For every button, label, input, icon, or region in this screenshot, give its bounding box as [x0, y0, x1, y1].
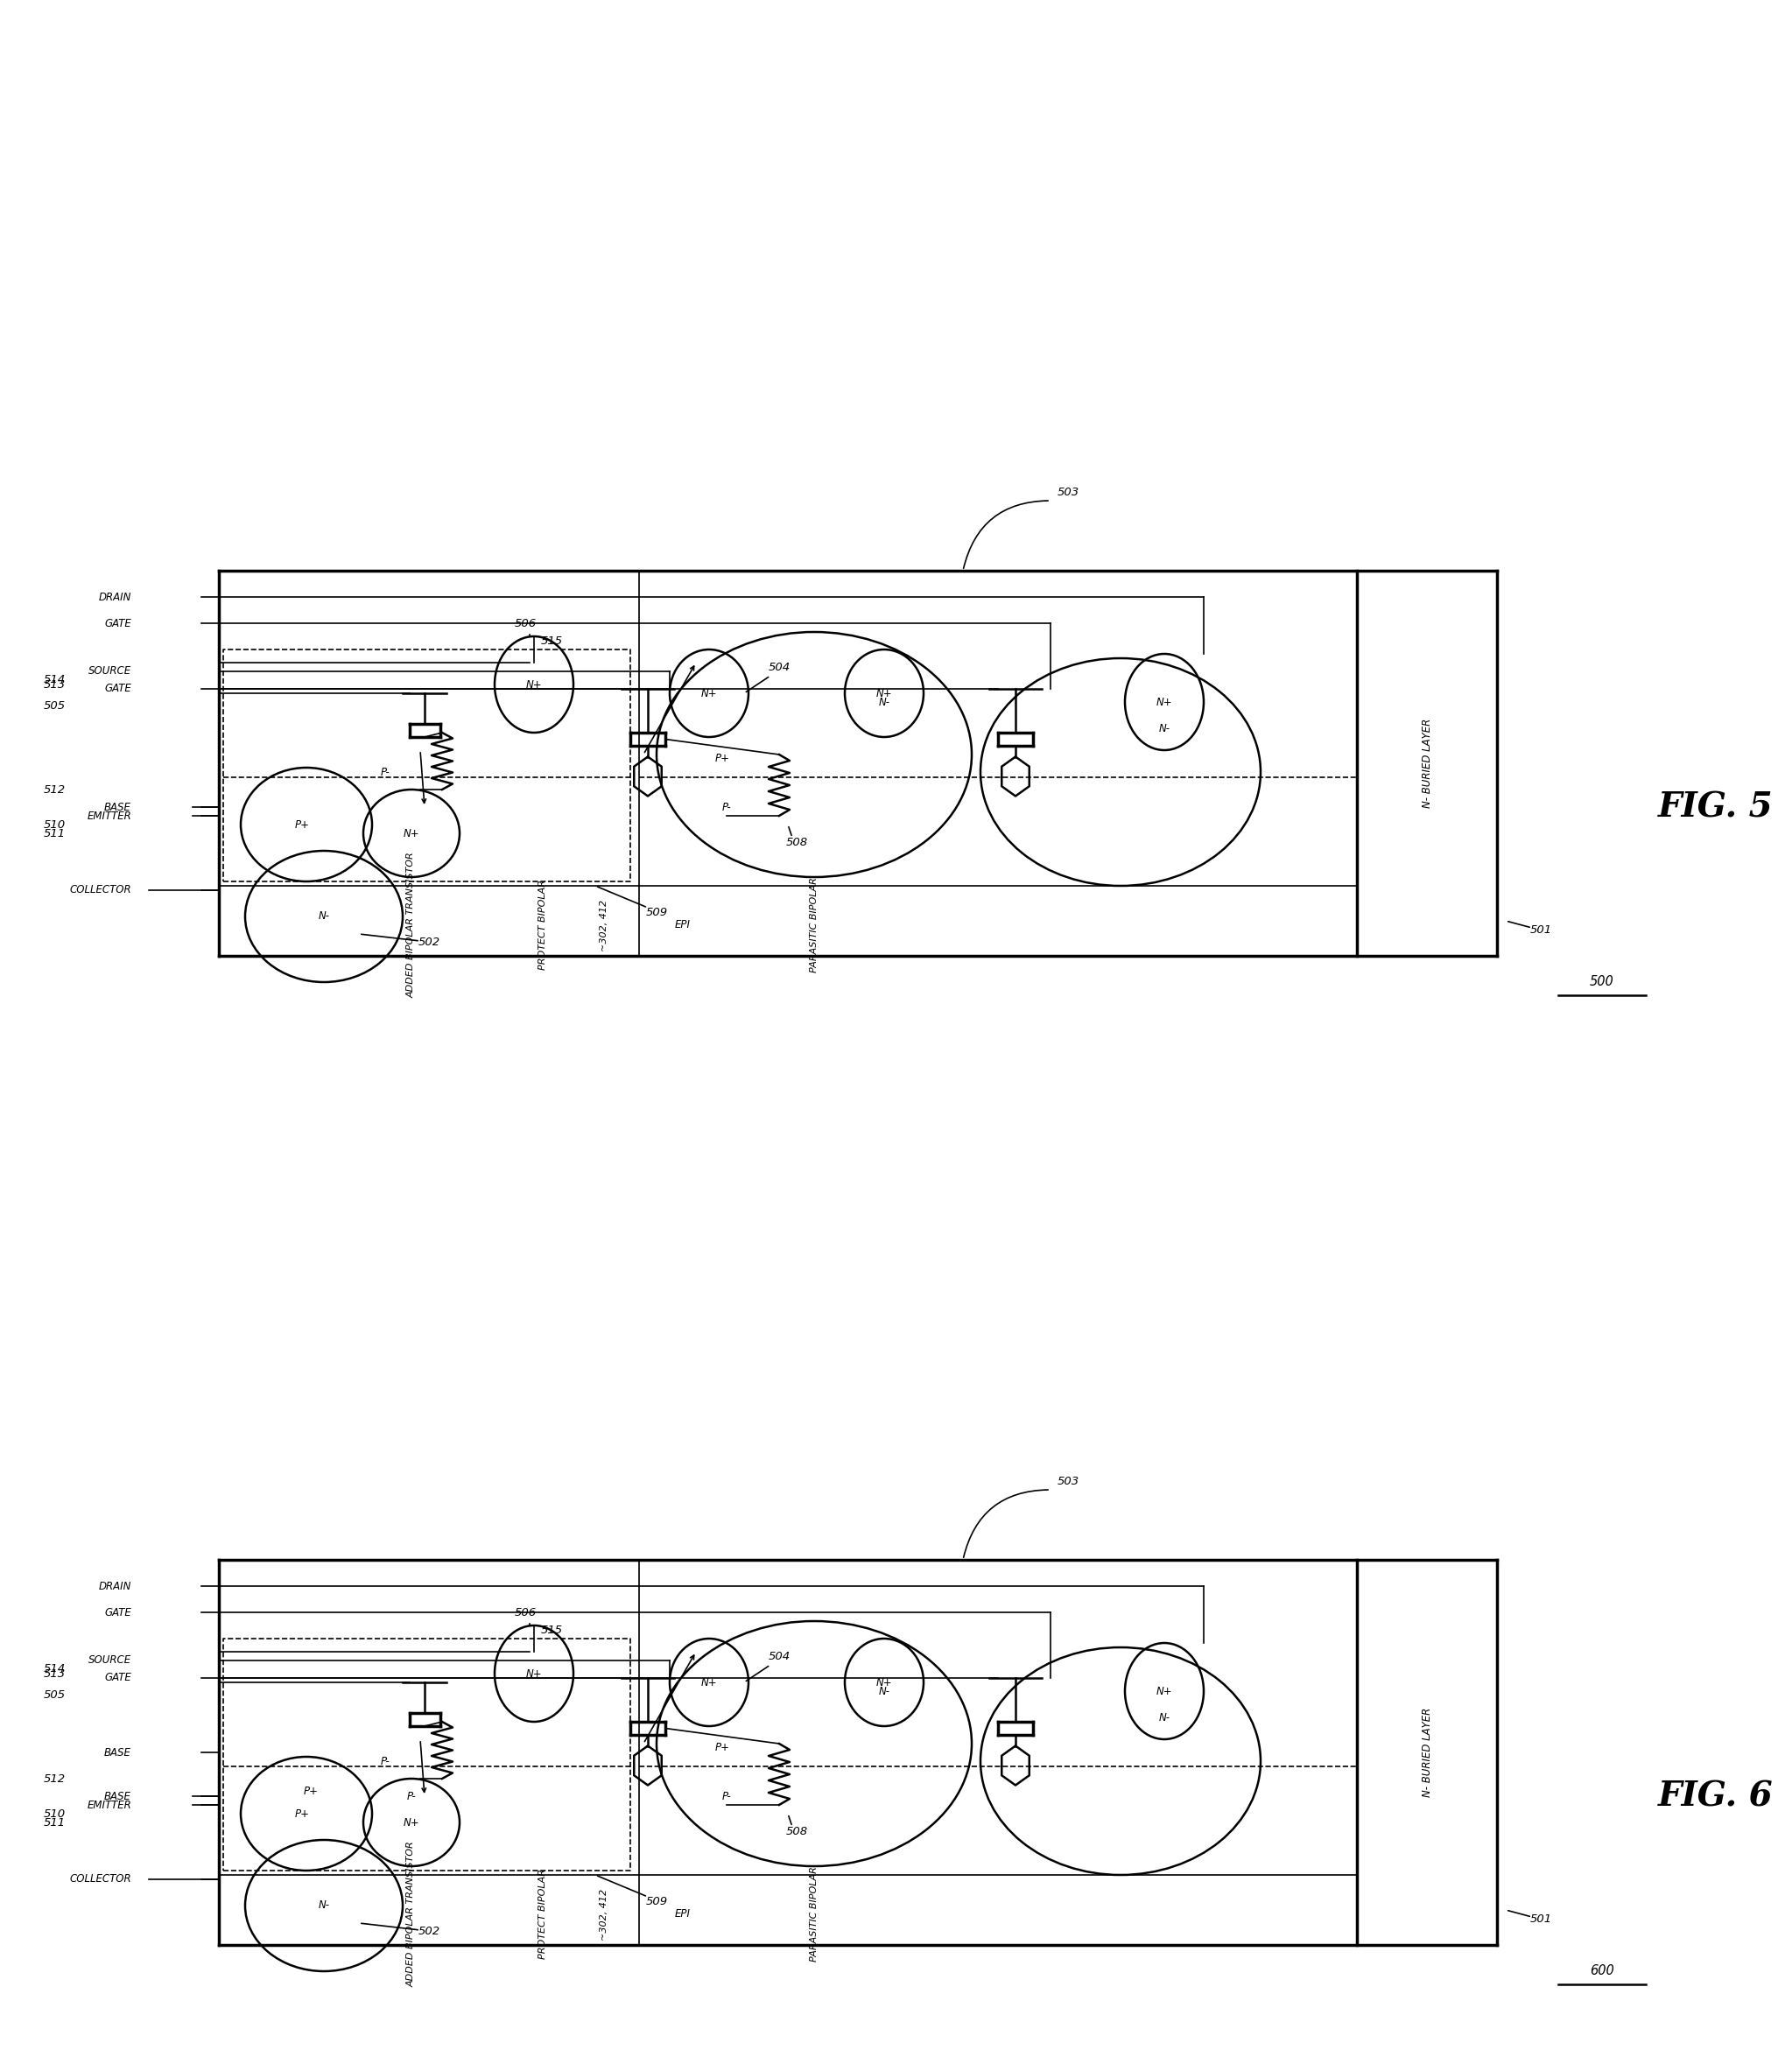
Text: N-: N- [1159, 722, 1170, 734]
Text: EPI: EPI [676, 1909, 690, 1921]
Text: 502: 502 [418, 1927, 441, 1937]
Text: 503: 503 [1057, 1476, 1079, 1486]
Text: N+: N+ [403, 1816, 419, 1829]
Text: N+: N+ [701, 1677, 717, 1687]
Text: N+: N+ [876, 687, 892, 699]
Text: 506: 506 [514, 1607, 536, 1617]
Text: SOURCE: SOURCE [88, 1654, 131, 1667]
Text: 505: 505 [43, 1689, 66, 1701]
Text: PARASITIC BIPOLAR: PARASITIC BIPOLAR [810, 877, 819, 974]
Text: N-: N- [878, 1685, 891, 1697]
Text: P+: P+ [294, 818, 310, 830]
Text: P+: P+ [303, 1786, 319, 1798]
Text: EPI: EPI [676, 920, 690, 931]
Text: 511: 511 [43, 828, 66, 838]
Text: 508: 508 [785, 1824, 808, 1837]
Text: BASE: BASE [104, 802, 131, 812]
Text: ADDED BIPOLAR TRANSISTOR: ADDED BIPOLAR TRANSISTOR [407, 853, 416, 998]
Text: GATE: GATE [104, 1673, 131, 1683]
Text: P+: P+ [294, 1808, 310, 1818]
Text: EMITTER: EMITTER [86, 810, 131, 822]
Text: 502: 502 [418, 937, 441, 949]
Text: N- BURIED LAYER: N- BURIED LAYER [1421, 720, 1432, 808]
Text: BASE: BASE [104, 1790, 131, 1802]
Text: N+: N+ [1156, 1685, 1172, 1697]
Text: GATE: GATE [104, 1607, 131, 1617]
Text: N-: N- [319, 910, 330, 922]
Text: N+: N+ [525, 1669, 543, 1679]
Text: P-: P- [380, 767, 391, 777]
Text: 514: 514 [43, 1663, 66, 1675]
Text: N-: N- [878, 697, 891, 707]
Text: 511: 511 [43, 1816, 66, 1829]
Text: PROTECT BIPOLAR: PROTECT BIPOLAR [538, 879, 547, 970]
Text: ADDED BIPOLAR TRANSISTOR: ADDED BIPOLAR TRANSISTOR [407, 1841, 416, 1986]
Text: EMITTER: EMITTER [86, 1800, 131, 1810]
Text: 513: 513 [43, 679, 66, 691]
Text: ~302, 412: ~302, 412 [600, 1888, 609, 1939]
Text: 509: 509 [645, 906, 668, 918]
Text: N+: N+ [1156, 697, 1172, 707]
Text: 506: 506 [514, 617, 536, 629]
Text: 600: 600 [1590, 1964, 1615, 1978]
Text: 505: 505 [43, 701, 66, 711]
Text: 504: 504 [769, 662, 790, 672]
Text: 515: 515 [541, 1624, 563, 1636]
Text: SOURCE: SOURCE [88, 666, 131, 676]
Text: DRAIN: DRAIN [99, 590, 131, 603]
Text: 510: 510 [43, 818, 66, 830]
Text: P+: P+ [715, 1742, 729, 1753]
Text: COLLECTOR: COLLECTOR [70, 884, 131, 896]
Text: N+: N+ [403, 828, 419, 838]
Text: N+: N+ [525, 679, 543, 691]
Text: 514: 514 [43, 674, 66, 687]
Text: GATE: GATE [104, 617, 131, 629]
Text: PARASITIC BIPOLAR: PARASITIC BIPOLAR [810, 1868, 819, 1962]
Text: ~302, 412: ~302, 412 [600, 900, 609, 951]
Text: N- BURIED LAYER: N- BURIED LAYER [1421, 1708, 1432, 1798]
Text: P-: P- [407, 1790, 416, 1802]
Text: 515: 515 [541, 636, 563, 646]
Text: PROTECT BIPOLAR: PROTECT BIPOLAR [538, 1870, 547, 1960]
Text: 512: 512 [43, 1773, 66, 1784]
Text: 509: 509 [645, 1896, 668, 1906]
Text: P-: P- [380, 1755, 391, 1767]
Text: COLLECTOR: COLLECTOR [70, 1874, 131, 1886]
Text: N-: N- [1159, 1712, 1170, 1724]
Text: GATE: GATE [104, 683, 131, 695]
Text: BASE: BASE [104, 1747, 131, 1759]
Text: 512: 512 [43, 783, 66, 795]
Text: 501: 501 [1530, 925, 1552, 935]
Text: 504: 504 [769, 1650, 790, 1663]
Text: N-: N- [319, 1900, 330, 1911]
Text: 501: 501 [1530, 1913, 1552, 1925]
Text: P-: P- [722, 1790, 731, 1802]
Text: FIG. 6: FIG. 6 [1658, 1779, 1774, 1812]
Text: 508: 508 [785, 836, 808, 849]
Text: FIG. 5: FIG. 5 [1658, 791, 1774, 824]
Text: N+: N+ [876, 1677, 892, 1687]
Text: 503: 503 [1057, 486, 1079, 498]
Text: 510: 510 [43, 1808, 66, 1818]
Text: DRAIN: DRAIN [99, 1581, 131, 1591]
Text: N+: N+ [701, 687, 717, 699]
Text: P+: P+ [715, 752, 729, 765]
Text: 500: 500 [1590, 976, 1615, 988]
Text: P-: P- [722, 802, 731, 812]
Text: 513: 513 [43, 1669, 66, 1679]
